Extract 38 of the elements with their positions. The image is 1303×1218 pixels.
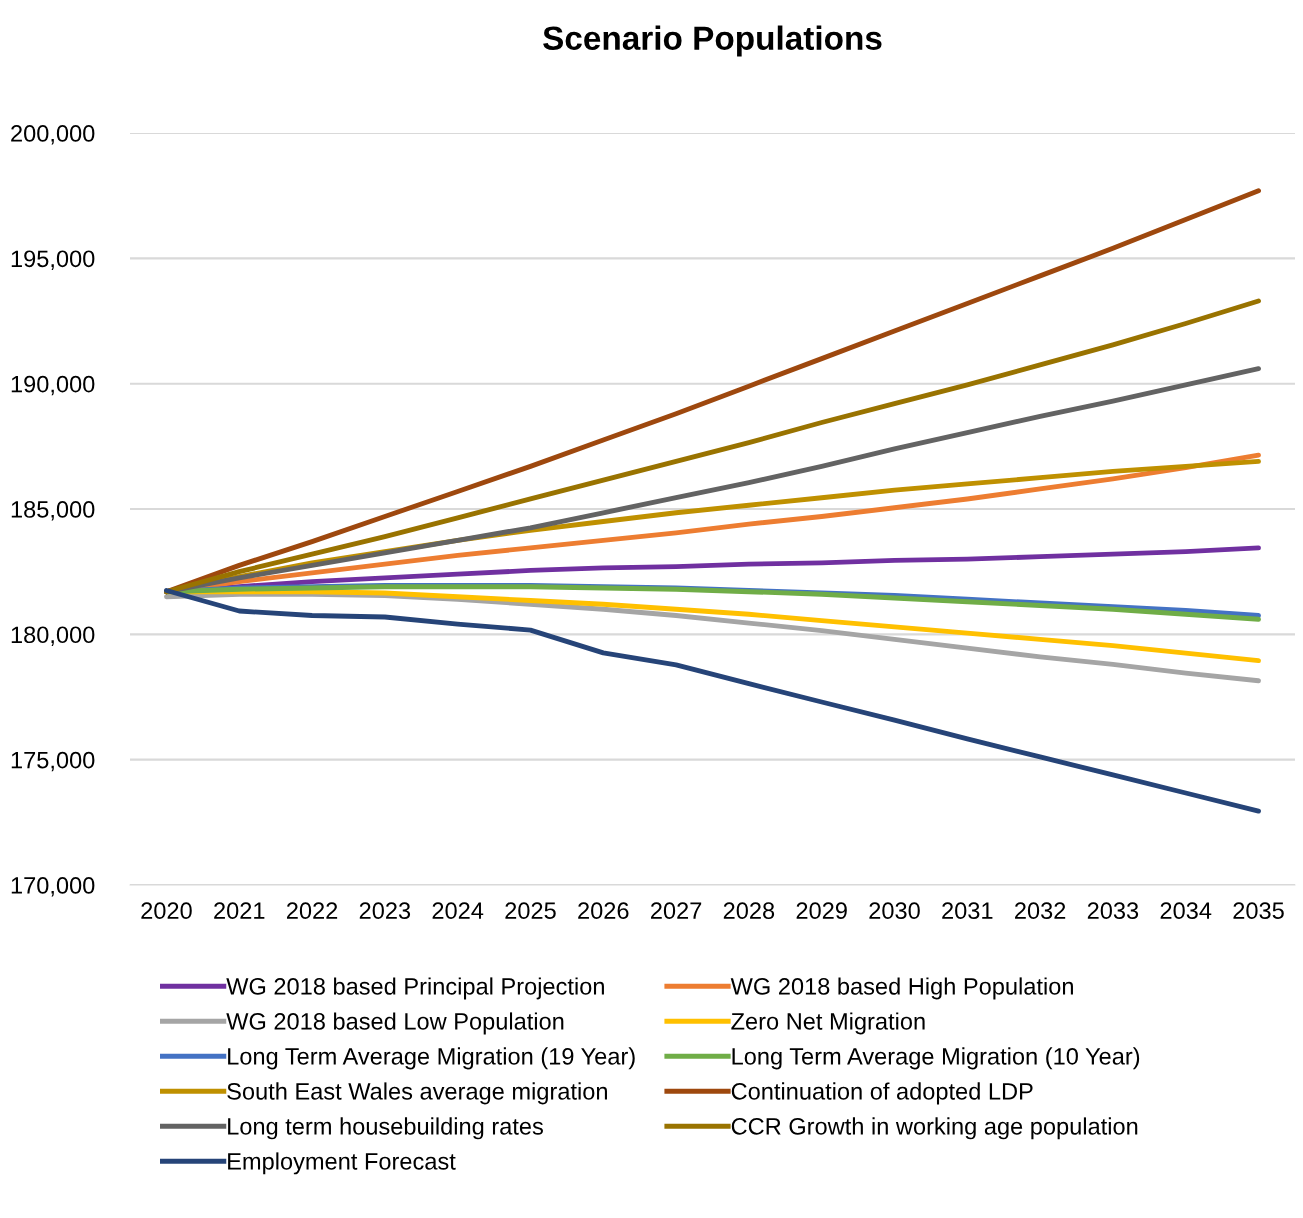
line-series [164,591,1261,684]
legend-label: Long Term Average Migration (10 Year) [732,1047,1140,1070]
x-tick-label: 2034 [1160,902,1212,920]
y-tick-label: 195,000 [11,250,95,270]
x-tick-label: 2025 [505,902,556,920]
line-series [164,588,1261,814]
y-tick-label: 200,000 [11,125,95,145]
legend-label: CCR Growth in working age population [731,1117,1138,1140]
x-tick-label: 2027 [651,902,702,920]
legend-label: Continuation of adopted LDP [731,1082,1033,1105]
x-tick-label: 2033 [1087,902,1139,920]
y-tick-label: 175,000 [11,751,95,772]
y-tick-label: 170,000 [11,877,95,897]
x-tick-label: 2022 [286,902,338,920]
chart-title: Scenario Populations [543,25,882,57]
x-tick-label: 2035 [1233,902,1284,920]
x-tick-label: 2032 [1015,902,1066,920]
legend-label: Long Term Average Migration (19 Year) [228,1047,635,1070]
x-tick-label: 2031 [942,902,993,920]
x-tick-label: 2020 [141,902,192,920]
legend-label: Long term housebuilding rates [228,1117,543,1140]
x-tick-label: 2023 [359,902,411,920]
y-tick-label: 185,000 [11,501,95,521]
x-tick-label: 2026 [578,902,629,920]
y-tick-label: 180,000 [11,626,95,646]
y-tick-label: 190,000 [11,375,95,396]
legend-label: WG 2018 based High Population [730,977,1073,1000]
x-tick-label: 2030 [869,902,920,920]
x-tick-label: 2024 [432,902,484,920]
legend-label: South East Wales average migration [227,1082,607,1105]
legend-label: Employment Forecast [228,1152,456,1175]
line-series [164,298,1261,595]
legend-label: Zero Net Migration [731,1012,925,1035]
legend-label: WG 2018 based Low Population [226,1012,564,1035]
x-tick-label: 2029 [796,902,847,920]
x-tick-label: 2021 [214,902,265,920]
legend-label: WG 2018 based Principal Projection [226,977,604,1000]
x-tick-label: 2028 [723,902,775,920]
